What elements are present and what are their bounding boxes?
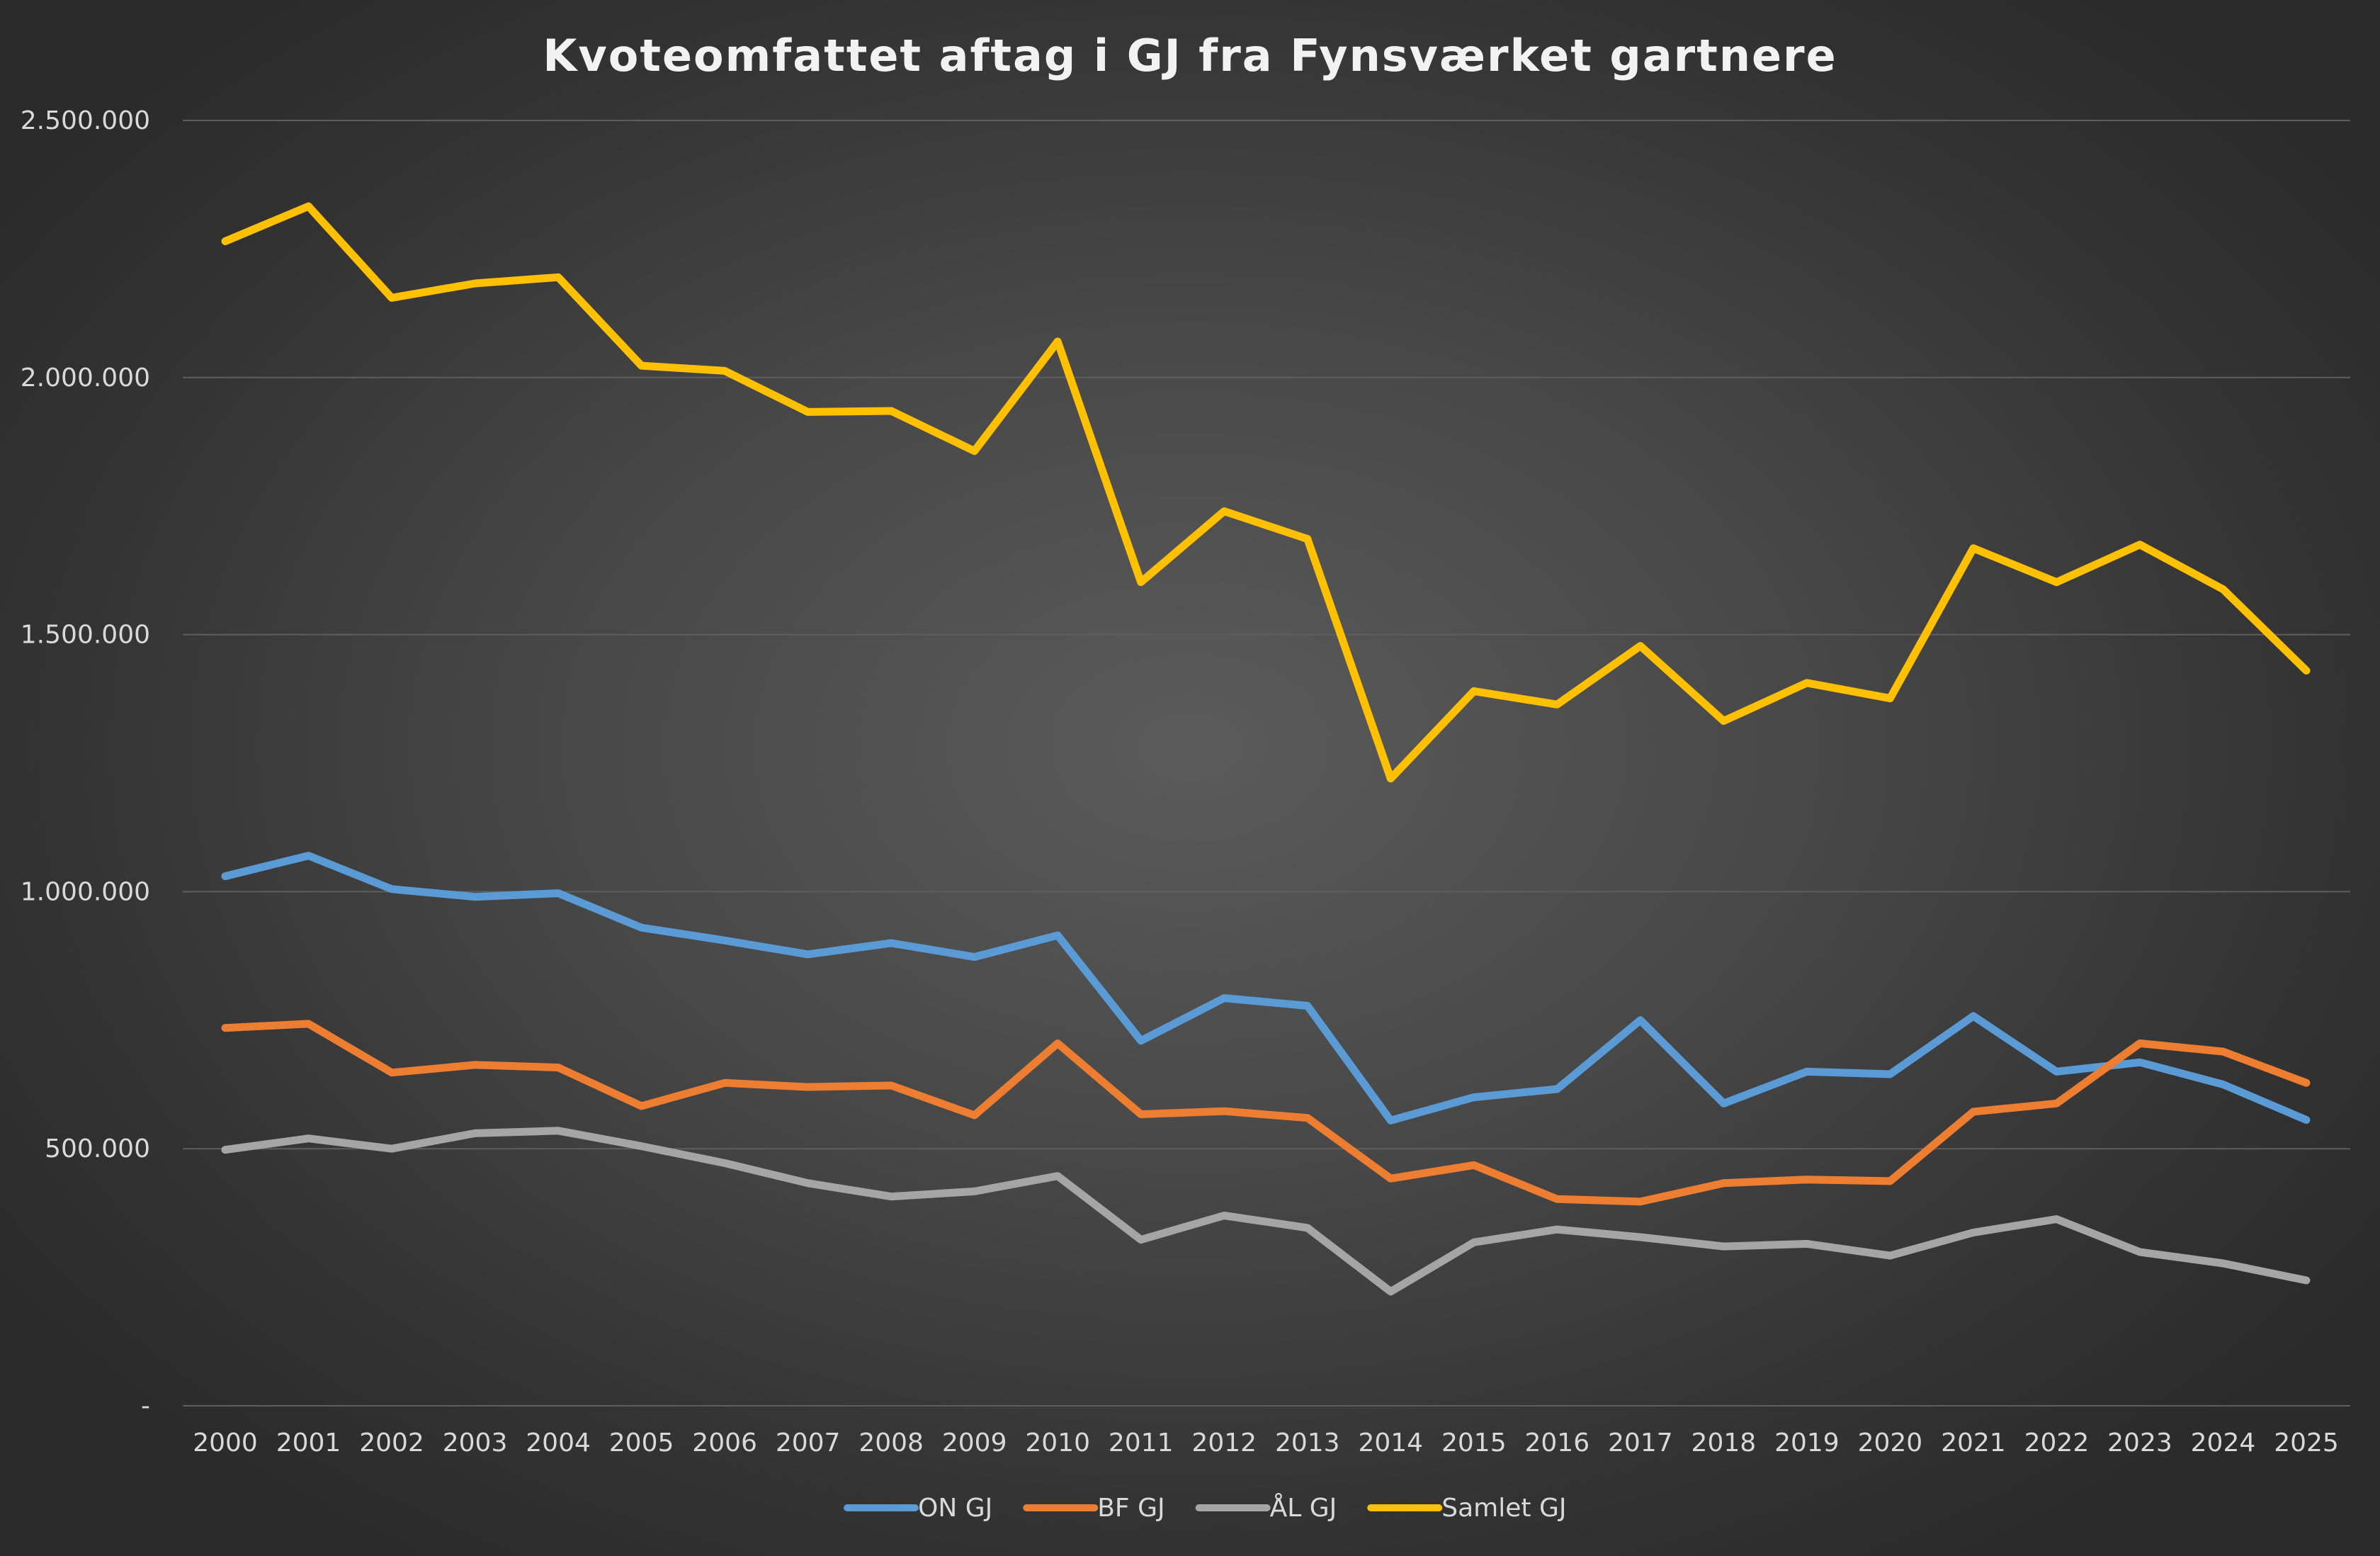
x-tick-label: 2024	[2191, 1428, 2256, 1458]
x-tick-label: 2003	[443, 1428, 508, 1458]
x-tick-label: 2004	[526, 1428, 591, 1458]
x-tick-label: 2001	[276, 1428, 341, 1458]
gridlines	[183, 120, 2350, 1406]
x-tick-label: 2015	[1441, 1428, 1507, 1458]
x-tick-label: 2014	[1358, 1428, 1423, 1458]
x-tick-label: 2007	[776, 1428, 841, 1458]
legend-label: Samlet GJ	[1441, 1494, 1566, 1523]
legend-item: ÅL GJ	[1195, 1492, 1337, 1523]
x-tick-label: 2000	[193, 1428, 258, 1458]
series-line-bf-gj	[221, 1020, 2311, 1206]
legend-label: BF GJ	[1097, 1494, 1164, 1523]
legend-item: Samlet GJ	[1367, 1494, 1566, 1523]
legend-item: BF GJ	[1023, 1494, 1165, 1523]
series-line-samlet-gj	[221, 202, 2311, 783]
legend: ON GJ BF GJ ÅL GJ Samlet GJ	[844, 1492, 1566, 1523]
series-line-ål-gj	[221, 1127, 2311, 1296]
x-tick-label: 2021	[1941, 1428, 2006, 1458]
y-tick-label: 1.000.000	[21, 877, 150, 906]
x-tick-label: 2011	[1109, 1428, 1174, 1458]
legend-label: ON GJ	[918, 1494, 992, 1523]
x-tick-label: 2016	[1525, 1428, 1590, 1458]
x-tick-label: 2010	[1025, 1428, 1090, 1458]
x-axis: 2000 2001 2002 2003 2004 2005 2006 2007 2008 2009…	[193, 1428, 2339, 1458]
x-tick-label: 2013	[1275, 1428, 1340, 1458]
x-tick-label: 2017	[1608, 1428, 1673, 1458]
x-tick-label: 2008	[858, 1428, 924, 1458]
y-tick-label: 500.000	[45, 1134, 150, 1163]
x-tick-label: 2005	[609, 1428, 674, 1458]
series-line-on-gj	[221, 852, 2311, 1124]
x-tick-label: 2019	[1774, 1428, 1840, 1458]
x-tick-label: 2006	[692, 1428, 757, 1458]
x-tick-label: 2022	[2024, 1428, 2090, 1458]
x-tick-label: 2020	[1858, 1428, 1923, 1458]
x-tick-label: 2009	[942, 1428, 1007, 1458]
series-lines	[221, 202, 2311, 1296]
x-tick-label: 2025	[2274, 1428, 2339, 1458]
y-tick-label: -	[141, 1392, 150, 1421]
y-tick-label: 1.500.000	[21, 621, 150, 650]
legend-label: ÅL GJ	[1270, 1492, 1337, 1523]
legend-item: ON GJ	[844, 1494, 992, 1523]
y-tick-label: 2.500.000	[21, 106, 150, 135]
chart-title: Kvoteomfattet aftag i GJ fra Fynsværket …	[543, 30, 1837, 81]
x-tick-label: 2012	[1191, 1428, 1257, 1458]
x-tick-label: 2023	[2107, 1428, 2172, 1458]
x-tick-label: 2018	[1692, 1428, 1757, 1458]
x-tick-label: 2002	[359, 1428, 424, 1458]
y-tick-label: 2.000.000	[21, 363, 150, 393]
y-axis: - 500.000 1.000.000 1.500.000 2.000.000 2.500…	[21, 106, 150, 1421]
